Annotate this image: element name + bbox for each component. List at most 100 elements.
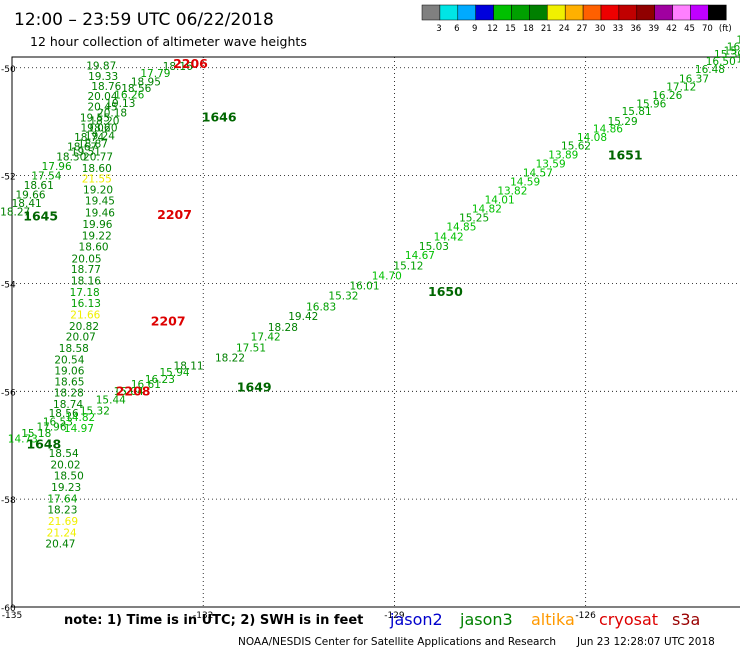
colorbar-swatch: [493, 4, 512, 21]
swh-value: 17.18: [70, 287, 100, 299]
swh-value: 18.87: [78, 139, 108, 151]
colorbar-label: 6: [454, 24, 459, 34]
swh-value: 20.54: [54, 354, 84, 366]
swh-value: 15.94: [160, 367, 190, 379]
colorbar-label: 42: [666, 24, 677, 34]
colorbar-swatch: [672, 4, 691, 21]
time-label: 1645: [23, 208, 58, 223]
time-label: 2207: [151, 314, 186, 329]
swh-value: 20.02: [51, 459, 81, 471]
time-label: 1650: [428, 284, 463, 299]
swh-value: 14.82: [65, 412, 95, 424]
swh-value: 18.28: [268, 322, 298, 334]
swh-value: 19.46: [85, 208, 115, 220]
swh-value: 16.65: [727, 42, 740, 54]
colorbar-swatch: [564, 4, 584, 21]
y-tick-label: -60: [1, 604, 16, 614]
swh-value: 15.81: [622, 106, 652, 118]
swh-value: 17.51: [236, 342, 266, 354]
swh-value: 17.96: [36, 422, 66, 434]
swh-value: 15.68: [736, 53, 740, 65]
colorbar-swatch: [475, 4, 494, 21]
swh-value: 18.74: [74, 132, 104, 144]
y-tick-label: -56: [1, 388, 16, 398]
swh-value: 20.05: [72, 253, 102, 265]
colorbar-label: (ft): [719, 24, 732, 34]
swh-value: 18.65: [54, 376, 84, 388]
swh-value: 18.11: [174, 361, 204, 373]
swh-value: 14.57: [523, 168, 553, 180]
swh-value: 19.51: [71, 147, 101, 159]
plot-frame: [11, 56, 740, 608]
swh-value: 19.42: [288, 311, 318, 323]
swh-value: 14.42: [434, 231, 464, 243]
swh-value: 19.45: [85, 196, 115, 208]
legend-cryosat: cryosat: [599, 610, 658, 629]
swh-value: 18.56: [49, 408, 79, 420]
swh-value: 20.45: [87, 101, 117, 113]
chart-subtitle: 12 hour collection of altimeter wave hei…: [30, 34, 307, 49]
swh-value: 20.04: [87, 91, 117, 103]
swh-value: 18.30: [56, 152, 86, 164]
swh-value: 17.54: [31, 170, 61, 182]
swh-value: 21.55: [82, 174, 112, 186]
y-tick-label: -54: [1, 280, 16, 290]
time-label: 2206: [173, 56, 208, 71]
swh-value: 20.47: [45, 539, 75, 551]
colorbar-label: 39: [648, 24, 659, 34]
swh-values: 19.8719.3318.7620.0420.4519.5519.0618.74…: [0, 35, 740, 551]
colorbar: 3 6 9 12 15 18 21 24 27 30 33 36 39 42 45 70 (ft): [421, 4, 732, 34]
swh-value: 16.61: [131, 379, 161, 391]
swh-value: 15.18: [21, 428, 51, 440]
colorbar-swatch: [600, 4, 620, 21]
swh-value: 18.23: [47, 505, 77, 517]
swh-value: 16.37: [679, 73, 709, 85]
time-label: 2208: [116, 384, 151, 399]
satellite-legend: jason2 jason3 altika cryosat s3a: [389, 610, 700, 629]
colorbar-label: 3: [436, 24, 441, 34]
colorbar-label: 24: [559, 24, 570, 34]
swh-value: 15.03: [419, 241, 449, 253]
swh-value: 14.67: [405, 250, 435, 262]
x-tick-label: -135: [2, 611, 22, 621]
swh-value: 14.73: [8, 434, 38, 446]
swh-value: 14.82: [472, 203, 502, 215]
swh-value: 18.77: [71, 264, 101, 276]
swh-value: 15.12: [393, 260, 423, 272]
x-tick-label: -129: [384, 611, 405, 621]
swh-value: 20.82: [69, 321, 99, 333]
swh-value: 19.06: [80, 122, 110, 134]
swh-value: 14.01: [485, 195, 515, 207]
swh-value: 18.41: [12, 198, 42, 210]
swh-value: 19.33: [88, 71, 118, 83]
colorbar-swatch: [690, 4, 709, 21]
note-text: note: 1) Time is in UTC; 2) SWH is in fe…: [64, 613, 363, 628]
swh-value: 18.60: [79, 242, 109, 254]
colorbar-swatch: [511, 4, 530, 21]
swh-value: 18.27: [0, 207, 30, 219]
swh-value: 19.24: [85, 131, 115, 143]
swh-value: 15.25: [459, 212, 489, 224]
time-label: 1646: [202, 110, 237, 125]
axis-ticks: -135-132-129-126-123-120-50-52-54-56-58-…: [1, 65, 596, 621]
colorbar-label: 30: [595, 24, 606, 34]
colorbar-swatch: [457, 4, 476, 21]
legend-jason2: jason2: [389, 610, 443, 629]
swh-value: 19.55: [80, 113, 110, 125]
swh-value: 20.07: [66, 332, 96, 344]
swh-value: 14.70: [372, 271, 402, 283]
swh-value: 13.89: [548, 149, 578, 161]
swh-value: 18.67: [67, 141, 97, 153]
time-label: 1651: [608, 147, 643, 162]
swh-value: 14.59: [510, 176, 540, 188]
swh-value: 18.61: [24, 180, 54, 192]
swh-value: 18.20: [87, 122, 117, 134]
swh-value: 21.66: [70, 310, 100, 322]
swh-value: 17.64: [47, 493, 77, 505]
swh-value: 19.96: [82, 219, 112, 231]
x-tick-label: -126: [575, 611, 596, 621]
swh-value: 20.18: [97, 107, 127, 119]
time-label: 2207: [157, 207, 192, 222]
colorbar-label: 12: [487, 24, 498, 34]
legend-jason3: jason3: [459, 610, 513, 629]
